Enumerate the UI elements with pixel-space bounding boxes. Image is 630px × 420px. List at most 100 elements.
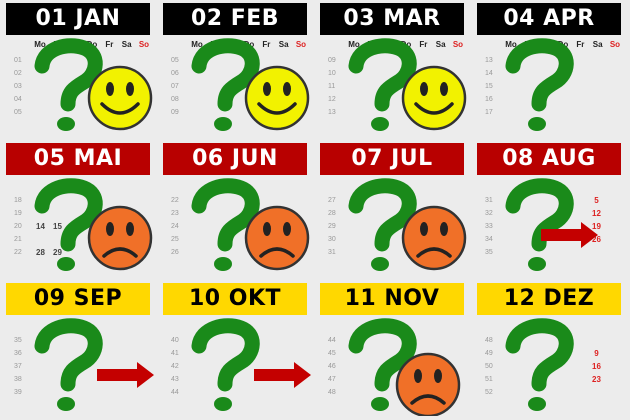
week-row: 48 [485, 334, 625, 347]
week-number: 24 [171, 223, 179, 230]
week-row: 22 [171, 194, 311, 207]
weekday-label: Sa [278, 40, 289, 49]
week-row: 01 [14, 54, 154, 67]
week-row: 38 [14, 373, 154, 386]
week-number: 31 [485, 197, 493, 204]
overlay-art [34, 318, 154, 411]
overlay-art [348, 318, 461, 416]
month-tile: 06 JUN 22 23 24 25 26 [159, 140, 311, 276]
week-row: 03 [14, 80, 154, 93]
week-row: 19 [14, 207, 154, 220]
week-number: 36 [14, 350, 22, 357]
question-mark-icon [34, 38, 103, 131]
week-number: 15 [485, 83, 493, 90]
day-grid: 40 41 42 43 44 [171, 334, 311, 399]
week-number: 06 [171, 70, 179, 77]
month-tile: 12 DEZ 48 49 9 50 16 51 23 52 [473, 280, 625, 416]
week-row: 49 9 [485, 347, 625, 360]
week-row: 22 28 29 [14, 246, 154, 259]
week-number: 14 [485, 70, 493, 77]
month-title: 11 NOV [320, 283, 464, 315]
arrow-right-icon [97, 362, 154, 388]
day-grid: 22 23 24 25 26 [171, 194, 311, 259]
week-number: 25 [171, 236, 179, 243]
week-number: 11 [328, 83, 336, 90]
week-number: 51 [485, 376, 493, 383]
month-title: 05 MAI [6, 143, 150, 175]
month-tile: 05 MAI 18 30 19 20 14 15 21 22 28 29 [2, 140, 154, 276]
day-grid: 44 45 46 47 48 [328, 334, 468, 399]
week-row: 23 [171, 207, 311, 220]
week-row: 33 19 [485, 220, 625, 233]
day-grid: 09 10 11 12 13 [328, 54, 468, 119]
month-title: 07 JUL [320, 143, 464, 175]
overlay-art [505, 178, 598, 271]
week-number: 47 [328, 376, 336, 383]
month-tile: 10 OKT 40 41 42 43 44 [159, 280, 311, 416]
overlay-art [505, 38, 574, 131]
week-row: 08 [171, 93, 311, 106]
question-mark-icon [34, 178, 103, 271]
week-row: 28 [328, 207, 468, 220]
week-number: 50 [485, 363, 493, 370]
week-number: 44 [171, 389, 179, 396]
question-mark-icon [191, 178, 260, 271]
week-row: 37 [14, 360, 154, 373]
week-number: 34 [485, 236, 493, 243]
day-number: 23 [592, 375, 601, 384]
month-tile: 07 JUL 27 28 29 30 31 [316, 140, 468, 276]
week-row: 26 [171, 246, 311, 259]
week-number: 17 [485, 109, 493, 116]
overlay-art [34, 38, 153, 131]
day-number: 26 [592, 235, 601, 244]
week-row: 02 [14, 67, 154, 80]
overlay-art [348, 38, 467, 131]
week-number: 05 [14, 109, 22, 116]
week-number: 35 [485, 249, 493, 256]
weekday-label: Mo [34, 40, 46, 49]
day-number: 9 [594, 349, 599, 358]
week-row: 31 [328, 246, 468, 259]
week-number: 19 [14, 210, 22, 217]
week-row: 39 [14, 386, 154, 399]
month-title: 03 MAR [320, 3, 464, 35]
week-number: 28 [328, 210, 336, 217]
week-number: 38 [14, 376, 22, 383]
week-number: 16 [485, 96, 493, 103]
weekday-label: So [609, 40, 621, 49]
week-number: 44 [328, 337, 336, 344]
week-row: 09 [171, 106, 311, 119]
week-number: 23 [171, 210, 179, 217]
month-title: 12 DEZ [477, 283, 621, 315]
happy-face-icon [87, 65, 153, 131]
weekday-label: Mo [191, 40, 203, 49]
sad-face-icon [87, 205, 153, 271]
week-number: 09 [328, 57, 336, 64]
overlay-art [191, 318, 311, 411]
week-number: 18 [14, 197, 22, 204]
weekday-label: Fr [262, 40, 271, 49]
weekday-label: Sa [435, 40, 446, 49]
overlay-art [505, 318, 574, 411]
week-row: 44 [328, 334, 468, 347]
question-mark-icon [348, 178, 417, 271]
week-row: 45 [328, 347, 468, 360]
week-number: 12 [328, 96, 336, 103]
weekday-label: Sa [121, 40, 132, 49]
question-mark-icon [348, 318, 417, 411]
week-row: 32 12 [485, 207, 625, 220]
question-mark-icon [34, 318, 103, 411]
week-row: 13 [328, 106, 468, 119]
week-number: 49 [485, 350, 493, 357]
month-tile: 04 APR Mo Di Mi Do Fr Sa So 13 14 15 16 17 [473, 0, 625, 136]
day-number: 15 [53, 222, 62, 231]
week-number: 21 [14, 236, 22, 243]
day-number: 14 [36, 222, 45, 231]
week-row: 35 [485, 246, 625, 259]
day-grid: 27 28 29 30 31 [328, 194, 468, 259]
weekday-label: So [295, 40, 307, 49]
week-number: 26 [171, 249, 179, 256]
week-row: 12 [328, 93, 468, 106]
week-number: 22 [171, 197, 179, 204]
week-row: 11 [328, 80, 468, 93]
